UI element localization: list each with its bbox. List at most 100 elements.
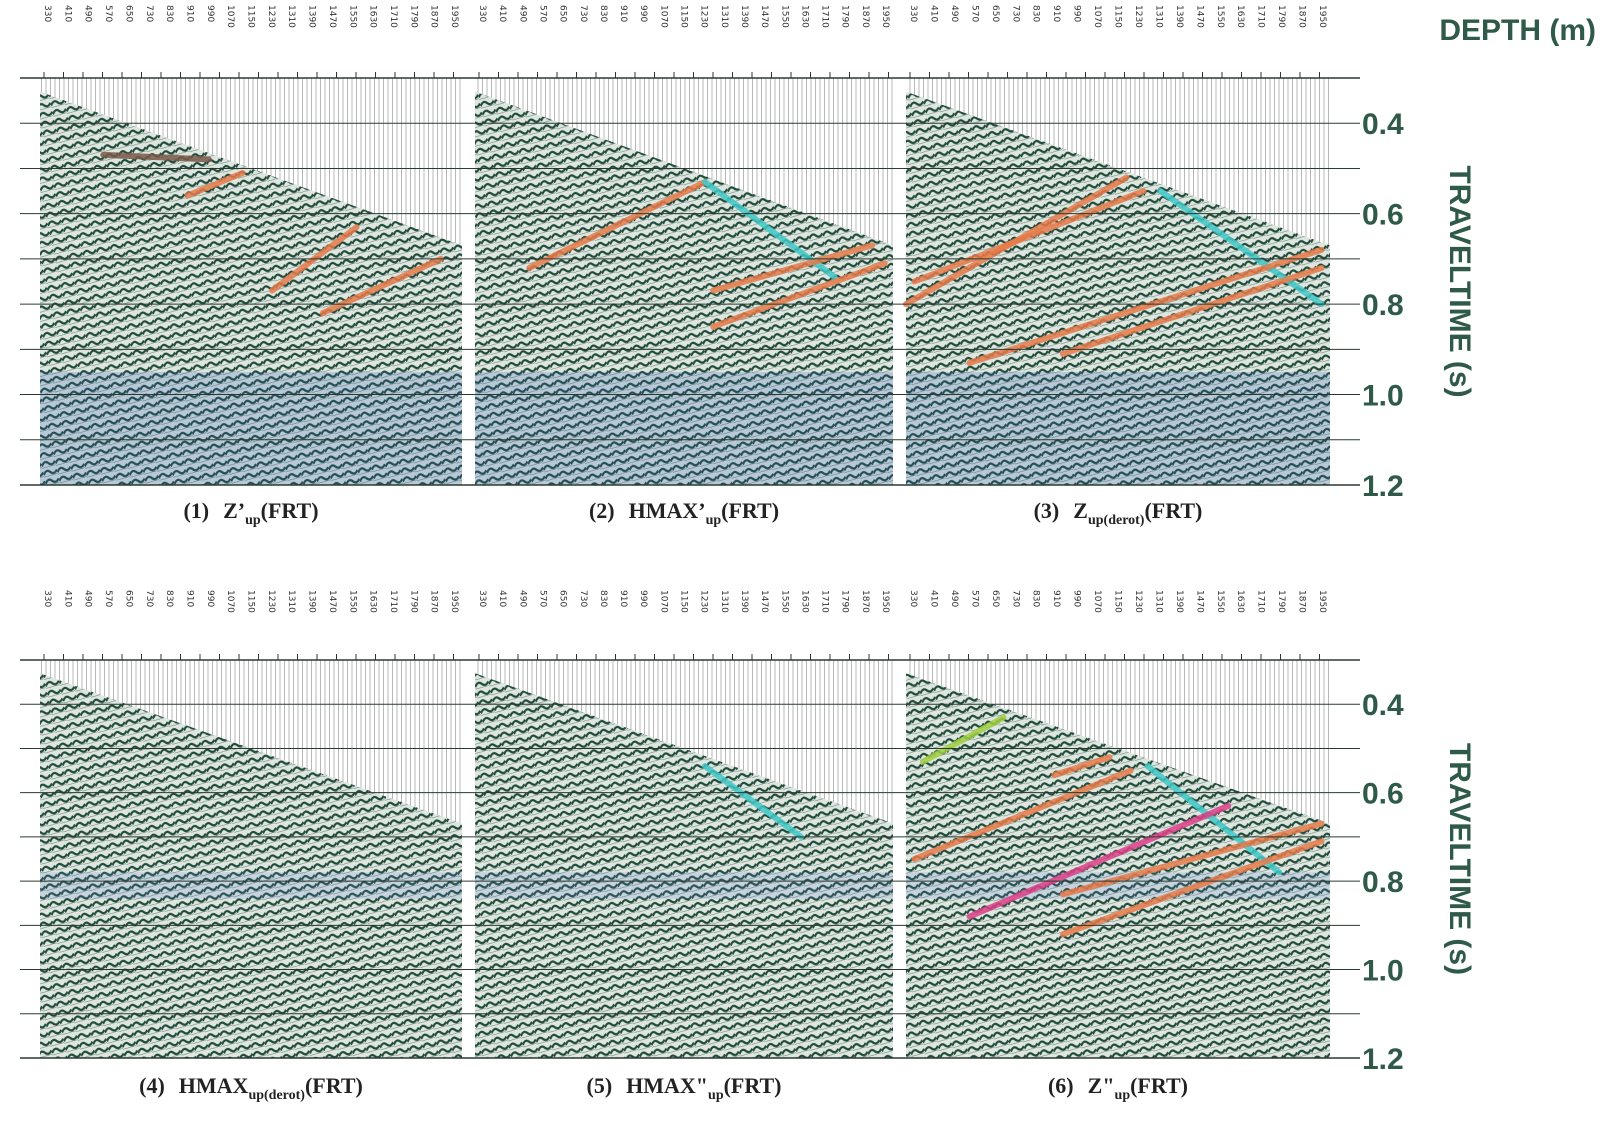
depth-label: 1150 xyxy=(1113,5,1123,28)
event-pick xyxy=(911,188,1147,285)
depth-label: 1070 xyxy=(658,590,668,613)
caption-suffix: (FRT) xyxy=(1130,1073,1188,1098)
depth-label: 910 xyxy=(184,5,194,22)
depth-label: 990 xyxy=(638,5,648,22)
panel xyxy=(40,72,462,486)
depth-label: 1950 xyxy=(880,590,890,613)
depth-label: 410 xyxy=(497,590,507,607)
event-pick xyxy=(1051,754,1113,778)
depth-label: 650 xyxy=(558,5,568,22)
event-pick xyxy=(526,179,708,271)
depth-label: 570 xyxy=(103,590,113,607)
caption-name: Z’ xyxy=(223,498,245,523)
time-label: 0.8 xyxy=(1362,866,1404,899)
depth-label: 1790 xyxy=(1276,5,1286,28)
depth-label: 730 xyxy=(578,590,588,607)
caption-subscript: up(derot) xyxy=(1088,513,1145,528)
depth-label: 570 xyxy=(969,5,979,22)
depth-label: 1070 xyxy=(1092,590,1102,613)
caption-suffix: (FRT) xyxy=(724,1073,782,1098)
event-pick xyxy=(966,246,1325,366)
depth-label: 1950 xyxy=(880,5,890,28)
depth-label: 1630 xyxy=(368,5,378,28)
depth-label: 490 xyxy=(83,5,93,22)
deep-section-tint xyxy=(475,872,893,899)
seismic-traces xyxy=(475,673,893,1058)
panel xyxy=(903,72,1330,486)
depth-label: 1710 xyxy=(388,5,398,28)
depth-label: 830 xyxy=(1031,590,1041,607)
caption-name: Z" xyxy=(1088,1073,1115,1098)
caption-suffix: (FRT) xyxy=(261,498,319,523)
time-label: 0.4 xyxy=(1362,108,1404,141)
caption-suffix: (FRT) xyxy=(305,1073,363,1098)
depth-label: 730 xyxy=(144,5,154,22)
depth-label: 1550 xyxy=(347,590,357,613)
depth-label: 1390 xyxy=(739,5,749,28)
depth-label: 1550 xyxy=(779,5,789,28)
depth-label: 730 xyxy=(1010,5,1020,22)
depth-label: 650 xyxy=(123,5,133,22)
depth-label: 650 xyxy=(990,5,1000,22)
depth-label: 410 xyxy=(62,590,72,607)
caption-name: HMAX xyxy=(179,1073,249,1098)
time-label: 0.4 xyxy=(1362,689,1404,722)
depth-label: 1310 xyxy=(286,590,296,613)
depth-label: 1150 xyxy=(679,5,689,28)
event-pick xyxy=(1059,820,1325,898)
depth-label: 330 xyxy=(42,5,52,22)
depth-label: 490 xyxy=(83,590,93,607)
depth-label: 1550 xyxy=(1215,590,1225,613)
depth-label: 730 xyxy=(1010,590,1020,607)
depth-label: 1390 xyxy=(1174,590,1184,613)
depth-label: 990 xyxy=(205,5,215,22)
depth-label: 1150 xyxy=(246,590,256,613)
event-pick xyxy=(710,260,888,330)
depth-label: 1070 xyxy=(225,5,235,28)
caption-subscript: up xyxy=(245,513,261,528)
depth-label: 1630 xyxy=(799,590,809,613)
depth-label: 1230 xyxy=(266,5,276,28)
depth-label: 410 xyxy=(497,5,507,22)
caption-number: (5) xyxy=(587,1073,613,1098)
caption-subscript: up xyxy=(708,1088,724,1103)
caption-subscript: up(derot) xyxy=(248,1088,305,1103)
depth-label: 570 xyxy=(103,5,113,22)
depth-label: 1710 xyxy=(820,5,830,28)
depth-label: 730 xyxy=(144,590,154,607)
depth-label: 1230 xyxy=(699,590,709,613)
event-pick xyxy=(1157,188,1325,308)
depth-label: 1790 xyxy=(1276,590,1286,613)
deep-section-tint xyxy=(906,371,1330,485)
depth-label: 830 xyxy=(1031,5,1041,22)
depth-label: 570 xyxy=(537,5,547,22)
depth-label: 650 xyxy=(123,590,133,607)
panel-caption: (4) HMAXup(derot)(FRT) xyxy=(139,1073,363,1103)
depth-label: 1150 xyxy=(679,590,689,613)
depth-label: 570 xyxy=(969,590,979,607)
seismic-traces xyxy=(40,673,462,1058)
time-label: 0.8 xyxy=(1362,289,1404,322)
depth-label: 990 xyxy=(1072,590,1082,607)
depth-label: 1710 xyxy=(1256,5,1266,28)
depth-label: 1870 xyxy=(429,5,439,28)
depth-label: 1150 xyxy=(1113,590,1123,613)
deep-section-tint xyxy=(40,371,462,485)
depth-label: 1710 xyxy=(1256,590,1266,613)
panel-caption: (1) Z’up(FRT) xyxy=(183,498,318,528)
depth-label: 1950 xyxy=(449,5,459,28)
depth-label: 1870 xyxy=(860,590,870,613)
time-label: 1.0 xyxy=(1362,380,1404,413)
depth-label: 1390 xyxy=(739,590,749,613)
depth-label: 1390 xyxy=(307,5,317,28)
event-pick xyxy=(710,242,876,294)
caption-number: (3) xyxy=(1034,498,1060,523)
event-pick xyxy=(966,802,1232,920)
panel-caption: (5) HMAX"up(FRT) xyxy=(587,1073,782,1103)
seismic-traces xyxy=(906,673,1330,1058)
caption-number: (4) xyxy=(139,1073,165,1098)
depth-label: 570 xyxy=(537,590,547,607)
depth-label: 1630 xyxy=(368,590,378,613)
depth-label: 1230 xyxy=(1133,5,1143,28)
